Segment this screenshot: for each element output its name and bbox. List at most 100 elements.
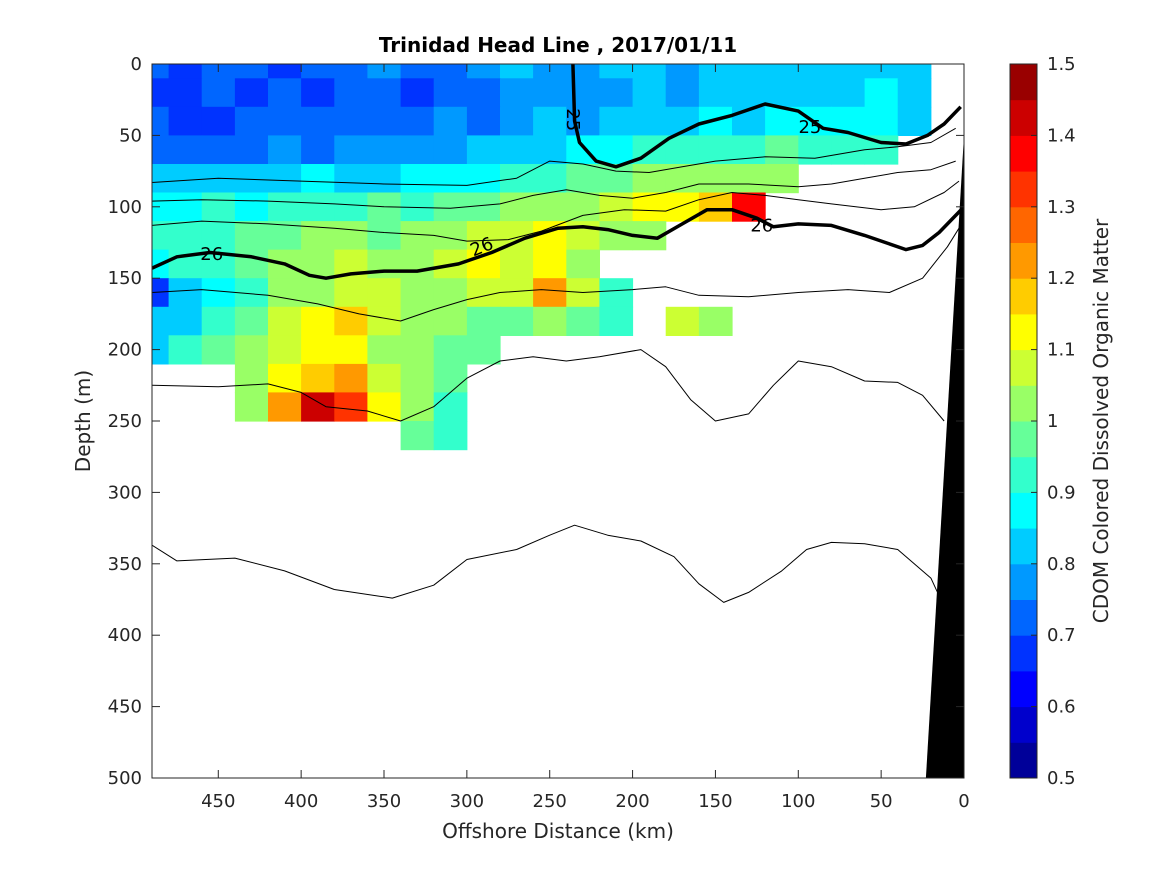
heatmap-cell	[301, 363, 335, 394]
heatmap-cell	[732, 78, 766, 108]
heatmap-cell	[334, 335, 368, 365]
heatmap-cell	[334, 278, 368, 308]
heatmap-cell	[500, 306, 534, 336]
heatmap-cell	[400, 78, 435, 108]
heatmap-cell	[433, 78, 468, 108]
heatmap-cell	[599, 78, 634, 108]
heatmap-cell	[334, 164, 368, 194]
colorbar-tick-label: 0.6	[1047, 697, 1076, 718]
y-tick-label: 200	[108, 340, 142, 361]
x-tick-label: 400	[284, 791, 318, 812]
heatmap-cell	[152, 278, 170, 308]
heatmap-cell	[533, 106, 567, 136]
contour-label-text: 26	[200, 244, 223, 265]
heatmap-cell	[798, 78, 832, 108]
heatmap-cell	[201, 192, 236, 222]
heatmap-cell	[268, 135, 302, 165]
heatmap-cell	[500, 106, 534, 136]
colorbar-tick-label: 0.7	[1047, 625, 1076, 646]
heatmap-cell	[400, 278, 435, 308]
heatmap-cell	[201, 78, 236, 108]
contour-line	[152, 349, 945, 422]
colorbar-tick-label: 1.4	[1047, 125, 1076, 146]
heatmap-cell	[152, 64, 170, 79]
contour-label-text: 26	[750, 215, 773, 236]
heatmap-cell	[765, 64, 799, 79]
contour-label: 26	[750, 215, 773, 236]
colorbar-swatch	[1010, 456, 1037, 493]
contour-line	[152, 180, 960, 242]
heatmap-cell	[152, 335, 170, 365]
heatmap-cell	[334, 135, 368, 165]
heatmap-cell	[234, 64, 269, 79]
heatmap-cell	[632, 164, 667, 194]
x-tick-label: 0	[958, 791, 969, 812]
heatmap-cell	[665, 306, 700, 336]
heatmap-cell	[301, 164, 335, 194]
heatmap-cell	[334, 221, 368, 251]
heatmap-cell	[433, 278, 468, 308]
colorbar-swatch	[1010, 670, 1037, 708]
heatmap-cell	[201, 221, 236, 251]
x-tick-label: 350	[367, 791, 401, 812]
heatmap-cell	[831, 135, 866, 165]
y-tick-label: 450	[108, 697, 142, 718]
heatmap-cell	[301, 335, 335, 365]
x-axis: 450 400 350 300 250 200 150 100 50 0	[201, 64, 970, 812]
colorbar-tick-label: 1.2	[1047, 268, 1076, 289]
chart-title: Trinidad Head Line , 2017/01/11	[379, 33, 737, 57]
heatmap-cell	[268, 335, 302, 365]
heatmap-cell	[234, 192, 269, 222]
heatmap-cell	[500, 135, 534, 165]
colorbar-label: CDOM Colored Dissolved Organic Matter	[1089, 218, 1113, 623]
y-tick-label: 400	[108, 625, 142, 646]
heatmap-cell	[152, 164, 170, 194]
colorbar-swatch	[1010, 135, 1037, 172]
heatmap-cell	[433, 335, 468, 365]
heatmap-cell	[698, 306, 733, 336]
heatmap-cell	[168, 164, 203, 194]
contour-line-bold	[571, 64, 962, 169]
heatmap-cell	[268, 192, 302, 222]
heatmap-cell	[500, 78, 534, 108]
heatmap-cell	[732, 164, 766, 194]
heatmap-cell	[533, 192, 567, 222]
heatmap-cell	[632, 106, 667, 136]
y-tick-label: 50	[119, 125, 142, 146]
heatmap-cell	[698, 164, 733, 194]
heatmap-cell	[301, 192, 335, 222]
y-axis: 0 50 100 150 200 250 300 350 400 450 500	[108, 54, 964, 789]
heatmap-cell	[433, 106, 468, 136]
heatmap-cell	[201, 335, 236, 365]
contour-label: 25	[798, 117, 821, 138]
y-tick-label: 150	[108, 268, 142, 289]
heatmap-cell	[367, 78, 402, 108]
heatmap-cell	[334, 64, 368, 79]
colorbar-swatch	[1010, 242, 1037, 279]
heatmap-cell	[665, 64, 700, 79]
heatmap-cell	[732, 64, 766, 79]
colorbar-swatch	[1010, 385, 1037, 422]
heatmap-cell	[831, 78, 866, 108]
heatmap-cell	[201, 278, 236, 308]
x-tick-label: 50	[870, 791, 893, 812]
heatmap-cell	[632, 78, 667, 108]
colorbar-swatch	[1010, 599, 1037, 636]
heatmap-cell	[201, 306, 236, 336]
heatmap-cell	[234, 392, 269, 422]
heatmap-cell	[500, 278, 534, 308]
heatmap-cell	[234, 78, 269, 108]
heatmap-cell	[400, 64, 435, 79]
heatmap-cell	[152, 106, 170, 136]
heatmap-cell	[334, 78, 368, 108]
y-axis-label: Depth (m)	[71, 370, 95, 472]
colorbar: 1.5 1.4 1.3 1.2 1.1 1 0.9 0.8 0.7 0.6 0.5	[1009, 54, 1076, 789]
heatmap-cell	[367, 306, 402, 336]
heatmap-cell	[301, 221, 335, 251]
colorbar-swatch	[1010, 421, 1037, 458]
heatmap-cell	[897, 78, 932, 108]
heatmap-cell	[566, 78, 600, 108]
colorbar-swatch	[1010, 706, 1037, 743]
